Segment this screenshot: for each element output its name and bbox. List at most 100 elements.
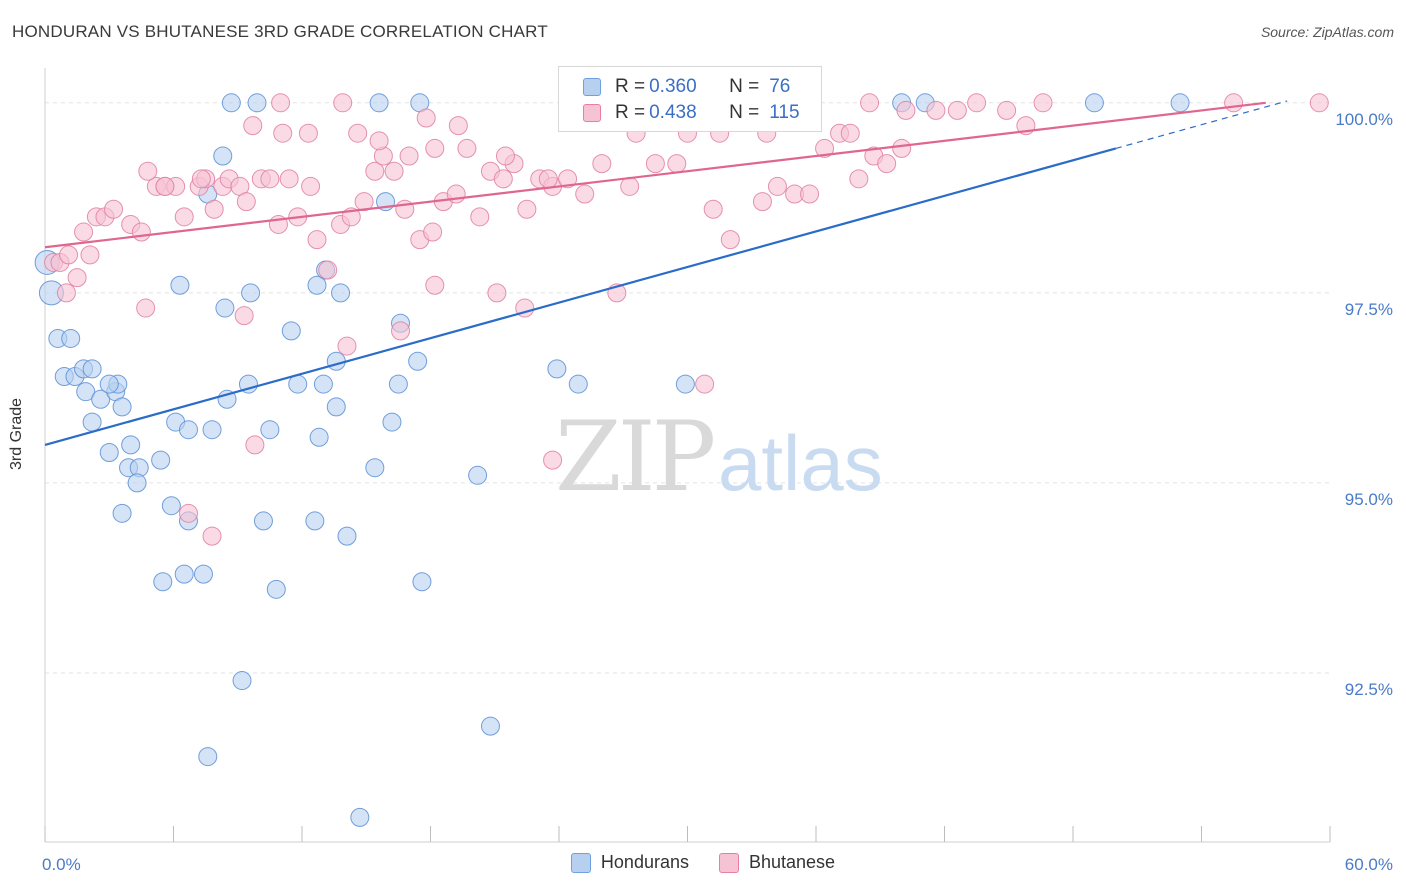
point-bhutanese bbox=[416, 108, 436, 128]
legend-n-label: N = bbox=[729, 102, 760, 123]
legend-n-label: N = bbox=[729, 76, 760, 97]
axes bbox=[44, 68, 1331, 843]
point-bhutanese bbox=[967, 93, 987, 113]
point-hondurans bbox=[281, 321, 301, 341]
point-bhutanese bbox=[1033, 93, 1053, 113]
point-bhutanese bbox=[273, 123, 293, 143]
point-hondurans bbox=[468, 465, 488, 485]
point-bhutanese bbox=[131, 222, 151, 242]
point-bhutanese bbox=[425, 138, 445, 158]
point-bhutanese bbox=[575, 184, 595, 204]
point-hondurans bbox=[412, 572, 432, 592]
series-legend: Hondurans Bhutanese bbox=[0, 852, 1406, 873]
legend-swatch-hondurans bbox=[570, 852, 591, 873]
point-hondurans bbox=[260, 420, 280, 440]
point-bhutanese bbox=[271, 93, 291, 113]
legend-label-hondurans: Hondurans bbox=[600, 852, 689, 872]
point-bhutanese bbox=[318, 260, 338, 280]
point-bhutanese bbox=[191, 169, 211, 189]
point-hondurans bbox=[82, 412, 102, 432]
point-hondurans bbox=[253, 511, 273, 531]
point-hondurans bbox=[193, 564, 213, 584]
point-bhutanese bbox=[997, 100, 1017, 120]
point-hondurans bbox=[151, 450, 171, 470]
y-tick-label: 100.0% bbox=[1335, 110, 1393, 129]
point-bhutanese bbox=[543, 450, 563, 470]
point-bhutanese bbox=[703, 199, 723, 219]
point-bhutanese bbox=[67, 268, 87, 288]
x-tick-label-max: 60.0% bbox=[1345, 855, 1393, 874]
point-hondurans bbox=[232, 671, 252, 691]
point-bhutanese bbox=[301, 176, 321, 196]
point-bhutanese bbox=[457, 138, 477, 158]
point-hondurans bbox=[1170, 93, 1190, 113]
watermark-atlas: atlas bbox=[718, 419, 883, 507]
point-bhutanese bbox=[849, 169, 869, 189]
watermark: ZIP atlas bbox=[555, 401, 883, 513]
legend-item-bhutanese: Bhutanese bbox=[718, 852, 836, 873]
y-tick-label: 97.5% bbox=[1345, 300, 1393, 319]
point-bhutanese bbox=[243, 116, 263, 136]
point-hondurans bbox=[91, 389, 111, 409]
point-bhutanese bbox=[800, 184, 820, 204]
legend-swatch-hondurans bbox=[583, 78, 601, 96]
point-bhutanese bbox=[720, 230, 740, 250]
trend-line-bhutanese bbox=[44, 101, 1266, 249]
point-bhutanese bbox=[667, 154, 687, 174]
point-hondurans bbox=[305, 511, 325, 531]
legend-item-hondurans: Hondurans bbox=[570, 852, 689, 873]
legend-n-value: 76 bbox=[769, 76, 791, 97]
point-bhutanese bbox=[877, 154, 897, 174]
point-hondurans bbox=[174, 564, 194, 584]
legend-r-label: R = bbox=[615, 102, 646, 123]
legend-row-bhutanese: R = 0.438 N = 115 bbox=[583, 101, 800, 125]
point-hondurans bbox=[247, 93, 267, 113]
point-bhutanese bbox=[448, 116, 468, 136]
legend-n-value: 115 bbox=[769, 102, 800, 123]
trend-line-hondurans bbox=[44, 147, 1117, 446]
x-tick-label-min: 0.0% bbox=[42, 855, 81, 874]
point-hondurans bbox=[170, 275, 190, 295]
point-hondurans bbox=[388, 374, 408, 394]
point-bhutanese bbox=[517, 199, 537, 219]
stats-legend: R = 0.360 N = 76 R = 0.438 N = 115 bbox=[558, 66, 822, 132]
point-bhutanese bbox=[333, 93, 353, 113]
point-bhutanese bbox=[815, 138, 835, 158]
point-bhutanese bbox=[245, 435, 265, 455]
tick-labels: 92.5% 95.0% 97.5% 100.0% 0.0% 60.0% bbox=[42, 110, 1393, 874]
point-hondurans bbox=[121, 435, 141, 455]
point-hondurans bbox=[241, 283, 261, 303]
point-bhutanese bbox=[178, 503, 198, 523]
point-bhutanese bbox=[767, 176, 787, 196]
point-bhutanese bbox=[487, 283, 507, 303]
point-bhutanese bbox=[470, 207, 490, 227]
point-bhutanese bbox=[202, 526, 222, 546]
point-hondurans bbox=[675, 374, 695, 394]
point-bhutanese bbox=[1224, 93, 1244, 113]
point-bhutanese bbox=[592, 154, 612, 174]
point-bhutanese bbox=[695, 374, 715, 394]
legend-swatch-bhutanese bbox=[718, 852, 739, 873]
point-hondurans bbox=[337, 526, 357, 546]
point-bhutanese bbox=[399, 146, 419, 166]
point-bhutanese bbox=[59, 245, 79, 265]
point-bhutanese bbox=[645, 154, 665, 174]
legend-swatch-bhutanese bbox=[583, 104, 601, 122]
point-hondurans bbox=[112, 503, 132, 523]
point-bhutanese bbox=[337, 336, 357, 356]
point-bhutanese bbox=[840, 123, 860, 143]
point-hondurans bbox=[76, 382, 96, 402]
point-hondurans bbox=[61, 328, 81, 348]
legend-label-bhutanese: Bhutanese bbox=[748, 852, 836, 872]
legend-r-value: 0.360 bbox=[649, 76, 697, 97]
point-hondurans bbox=[213, 146, 233, 166]
point-hondurans bbox=[215, 298, 235, 318]
point-bhutanese bbox=[752, 192, 772, 212]
y-axis-label: 3rd Grade bbox=[8, 397, 25, 470]
point-bhutanese bbox=[391, 321, 411, 341]
trend-line-hondurans-extension bbox=[1115, 100, 1288, 149]
point-hondurans bbox=[408, 351, 428, 371]
point-bhutanese bbox=[260, 169, 280, 189]
point-hondurans bbox=[547, 359, 567, 379]
